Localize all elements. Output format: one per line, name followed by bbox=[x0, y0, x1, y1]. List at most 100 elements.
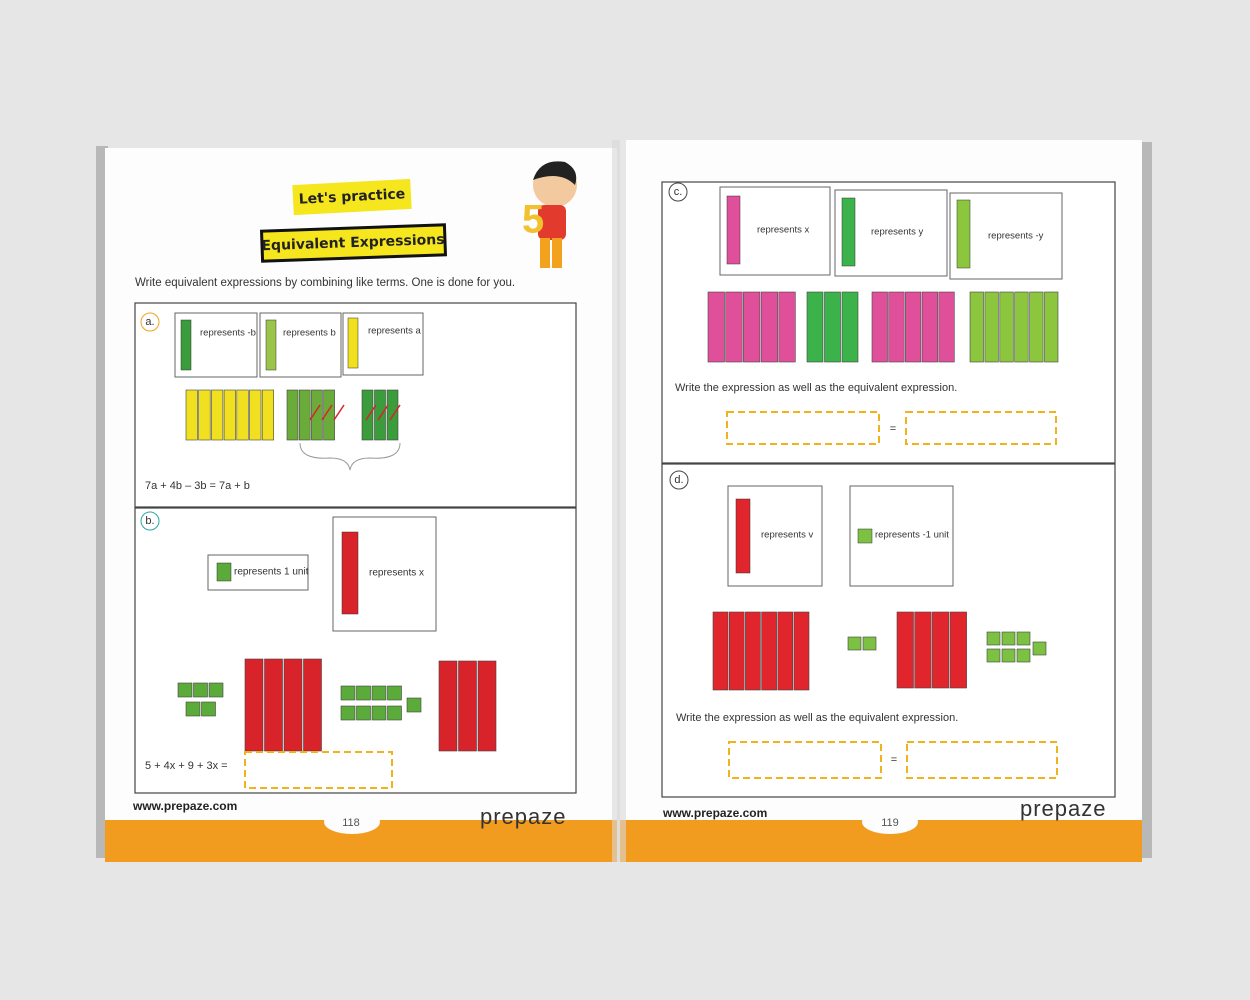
tile bbox=[888, 291, 905, 363]
tile bbox=[185, 389, 198, 441]
key-text: represents x bbox=[369, 568, 424, 579]
tile bbox=[806, 291, 824, 363]
equation: 5 + 4x + 9 + 3x = bbox=[145, 760, 228, 772]
tile bbox=[303, 658, 322, 752]
tile bbox=[223, 389, 236, 441]
tile bbox=[198, 389, 211, 441]
tile bbox=[236, 389, 249, 441]
kid-illustration: 5 bbox=[522, 161, 577, 268]
title-bg bbox=[259, 223, 448, 263]
tile bbox=[841, 291, 859, 363]
answer-box bbox=[905, 411, 1057, 445]
tile bbox=[969, 291, 984, 363]
key-text: represents y bbox=[871, 227, 924, 238]
tile bbox=[743, 291, 761, 363]
tile bbox=[938, 291, 955, 363]
key-tile bbox=[841, 197, 856, 267]
tile bbox=[986, 631, 1001, 646]
brace bbox=[299, 442, 401, 471]
problem-label: b. bbox=[145, 515, 154, 527]
equals-sign: = bbox=[890, 423, 896, 435]
key-tile bbox=[735, 498, 751, 574]
answer-box bbox=[726, 411, 880, 445]
tile bbox=[311, 389, 323, 441]
tile bbox=[761, 611, 777, 691]
strike bbox=[321, 404, 333, 421]
tile bbox=[1016, 648, 1031, 663]
key-text: represents -1 unit bbox=[875, 530, 949, 541]
tile bbox=[406, 697, 422, 713]
tile bbox=[286, 389, 299, 441]
title: Equivalent Expressions bbox=[261, 232, 445, 254]
key-text: represents b bbox=[283, 328, 336, 339]
tile bbox=[986, 648, 1001, 663]
tile bbox=[914, 611, 932, 689]
tile bbox=[185, 701, 201, 717]
key-tile bbox=[265, 319, 277, 371]
tile bbox=[725, 291, 743, 363]
tile bbox=[323, 389, 335, 441]
problem-label: d. bbox=[674, 474, 683, 486]
tile bbox=[264, 658, 283, 752]
tile bbox=[760, 291, 778, 363]
strike bbox=[333, 404, 345, 421]
tile bbox=[728, 611, 745, 691]
logo: prepaze bbox=[480, 804, 567, 829]
tile bbox=[249, 389, 262, 441]
tile bbox=[824, 291, 841, 363]
key-tile bbox=[180, 319, 192, 371]
key-text: represents v bbox=[761, 530, 814, 541]
tile bbox=[477, 660, 497, 752]
tiles bbox=[712, 611, 1047, 691]
spine-shadow bbox=[612, 140, 626, 862]
footer-url: www.prepaze.com bbox=[132, 799, 237, 813]
tile bbox=[211, 389, 224, 441]
tile bbox=[356, 705, 371, 721]
tile bbox=[458, 660, 477, 752]
key-tile bbox=[857, 528, 873, 544]
strike bbox=[365, 404, 377, 421]
tile bbox=[871, 291, 888, 363]
answer-box bbox=[244, 751, 393, 789]
tile bbox=[1032, 641, 1047, 656]
key-tile bbox=[347, 317, 359, 369]
tile bbox=[949, 611, 967, 689]
key-text: represents a bbox=[368, 326, 422, 337]
page-number-tab bbox=[324, 810, 380, 834]
key-text: represents 1 unit bbox=[234, 567, 309, 578]
tile bbox=[1014, 291, 1029, 363]
tile bbox=[777, 611, 794, 691]
key-text: represents x bbox=[757, 225, 810, 236]
key-text: represents -y bbox=[988, 231, 1044, 242]
tile bbox=[862, 636, 877, 651]
tile bbox=[356, 685, 371, 701]
instructions: Write equivalent expressions by combinin… bbox=[135, 277, 515, 289]
key-tile bbox=[341, 531, 359, 615]
strike bbox=[389, 404, 401, 421]
tile bbox=[208, 682, 224, 698]
label-circle bbox=[140, 511, 160, 531]
tile bbox=[340, 685, 356, 701]
tile bbox=[707, 291, 725, 363]
answer-box bbox=[728, 741, 882, 779]
tile bbox=[793, 611, 810, 691]
tile bbox=[361, 389, 374, 441]
tile bbox=[177, 682, 193, 698]
key-tile bbox=[216, 562, 232, 582]
footer-url: www.prepaze.com bbox=[662, 806, 767, 820]
tile bbox=[1001, 648, 1016, 663]
tile bbox=[847, 636, 862, 651]
tiles bbox=[185, 389, 401, 441]
tile bbox=[374, 389, 386, 441]
badge: Let's practice bbox=[298, 186, 405, 208]
tile bbox=[1001, 631, 1016, 646]
tiles bbox=[177, 658, 497, 752]
equals-sign: = bbox=[891, 754, 897, 766]
equation: 7a + 4b – 3b = 7a + b bbox=[145, 480, 250, 492]
tile bbox=[984, 291, 999, 363]
tile bbox=[712, 611, 729, 691]
tile bbox=[745, 611, 761, 691]
tile bbox=[438, 660, 458, 752]
